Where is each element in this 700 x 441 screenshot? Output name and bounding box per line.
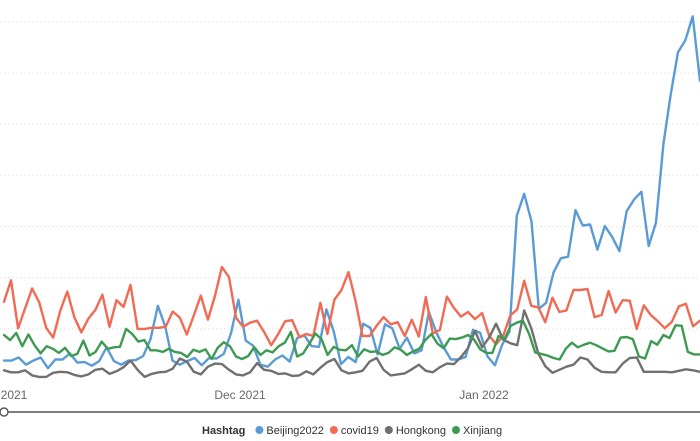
series-line-covid19 bbox=[2, 265, 700, 347]
legend-marker bbox=[384, 426, 393, 434]
legend: Hashtag Beijing2022 covid19 Hongkong Xinjia… bbox=[202, 425, 502, 437]
timeline-scrollbar[interactable] bbox=[0, 407, 700, 417]
legend-label: Xinjiang bbox=[463, 425, 502, 437]
legend-title: Hashtag bbox=[202, 425, 245, 437]
legend-label: covid19 bbox=[341, 425, 379, 437]
series-lines bbox=[2, 15, 700, 379]
legend-item-hongkong[interactable]: Hongkong bbox=[384, 425, 446, 437]
scrollbar-handle-left[interactable] bbox=[0, 407, 9, 417]
legend-marker bbox=[255, 426, 264, 434]
series-line-xinjiang bbox=[2, 319, 700, 361]
legend-item-beijing2022[interactable]: Beijing2022 bbox=[255, 425, 324, 437]
gridlines bbox=[0, 21, 700, 330]
series-line-hongkong bbox=[2, 309, 700, 379]
legend-marker bbox=[451, 426, 460, 434]
x-tick-label: Jan 2022 bbox=[459, 388, 509, 402]
legend-item-xinjiang[interactable]: Xinjiang bbox=[451, 425, 502, 437]
legend-marker bbox=[329, 426, 338, 434]
legend-label: Hongkong bbox=[396, 425, 446, 437]
x-tick-label: Dec 2021 bbox=[214, 388, 266, 402]
legend-item-covid19[interactable]: covid19 bbox=[329, 425, 379, 437]
legend-label: Beijing2022 bbox=[266, 425, 324, 437]
series-line-beijing2022 bbox=[2, 15, 700, 370]
x-axis-tick-labels: 2021 Dec 2021 Jan 2022 bbox=[1, 388, 509, 402]
x-tick-label: 2021 bbox=[1, 388, 28, 402]
